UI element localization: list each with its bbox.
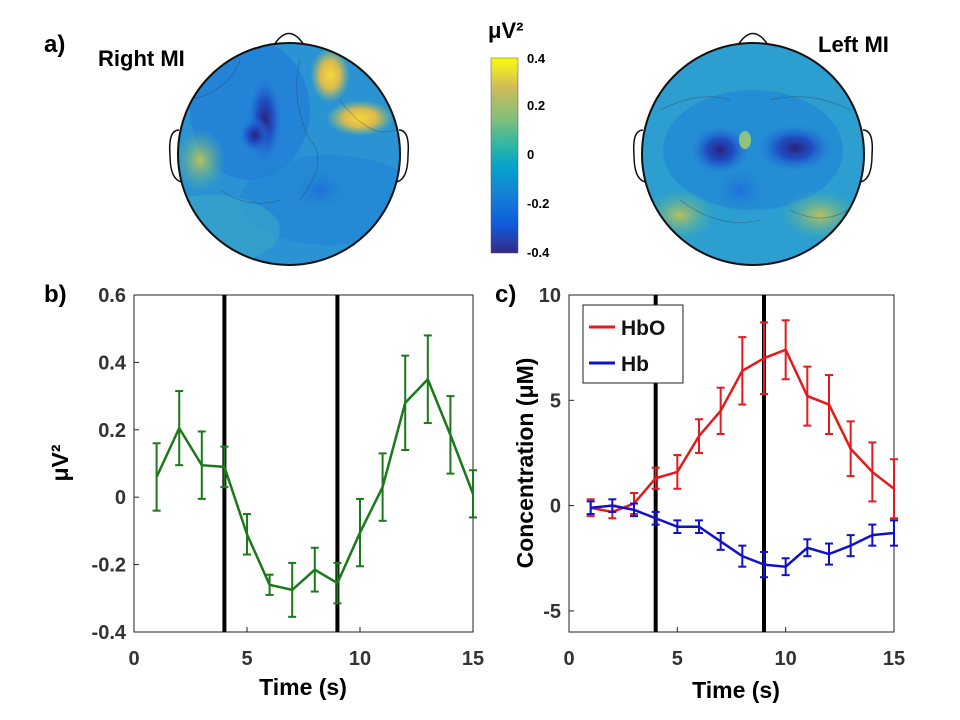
y-tick-label: 0.4 — [98, 352, 127, 374]
topomap-left-mi: Left MI — [632, 32, 889, 266]
colorbar-tick: 0.2 — [527, 98, 545, 113]
panel-label-a: a) — [44, 31, 65, 58]
colorbar-tick: 0 — [527, 147, 534, 162]
x-tick-label: 0 — [563, 648, 574, 670]
panel-label-c: c) — [495, 281, 516, 308]
x-tick-label: 10 — [775, 648, 797, 670]
y-tick-label: -0.4 — [92, 622, 127, 644]
plot-area — [133, 294, 474, 633]
x-tick-label: 15 — [462, 648, 484, 670]
y-tick-label: 0 — [550, 496, 561, 518]
y-tick-label: 0 — [115, 487, 126, 509]
colorbar-tick: 0.4 — [527, 51, 546, 66]
legend-label: Hb — [621, 353, 649, 376]
x-tick-label: 5 — [672, 648, 683, 670]
topomap-left-title: Left MI — [818, 32, 889, 57]
panel-label-b: b) — [44, 281, 67, 308]
y-tick-label: 0.2 — [98, 420, 126, 442]
y-tick-label: 10 — [539, 285, 561, 307]
x-tick-label: 15 — [883, 648, 905, 670]
y-tick-label: -5 — [543, 601, 561, 623]
nose-icon — [273, 32, 305, 46]
colorbar-tick: -0.2 — [527, 196, 549, 211]
chart-panel-b: Time (s) μV² 0 5 10 15 0.6 0.4 0.2 0 -0.2 -0.4 — [47, 285, 484, 700]
chart-panel-c: Time (s) Concentration (μM) 0 5 10 15 10 5 0 -5… — [512, 285, 905, 703]
y-tick-label: -0.2 — [92, 555, 126, 577]
colorbar: μV² 0.4 0.2 0 -0.2 -0.4 — [488, 18, 550, 260]
colorbar-tick: -0.4 — [527, 245, 550, 260]
y-axis-label: Concentration (μM) — [512, 358, 538, 569]
topomap-right-title: Right MI — [98, 46, 185, 71]
head-outline — [641, 42, 865, 266]
y-axis-label: μV² — [47, 444, 73, 481]
x-axis-label: Time (s) — [259, 674, 347, 700]
nose-icon — [737, 32, 769, 46]
x-tick-label: 0 — [128, 648, 139, 670]
y-tick-label: 5 — [550, 390, 561, 412]
colorbar-gradient — [490, 57, 519, 254]
topomap-right-mi: Right MI — [98, 32, 410, 266]
y-tick-label: 0.6 — [98, 285, 126, 307]
head-outline — [177, 42, 401, 266]
x-tick-label: 5 — [241, 648, 252, 670]
legend-label: HbO — [621, 317, 665, 340]
x-tick-label: 10 — [349, 648, 371, 670]
legend-box — [582, 304, 684, 384]
x-axis-label: Time (s) — [692, 677, 780, 703]
colorbar-unit-label: μV² — [488, 18, 523, 43]
